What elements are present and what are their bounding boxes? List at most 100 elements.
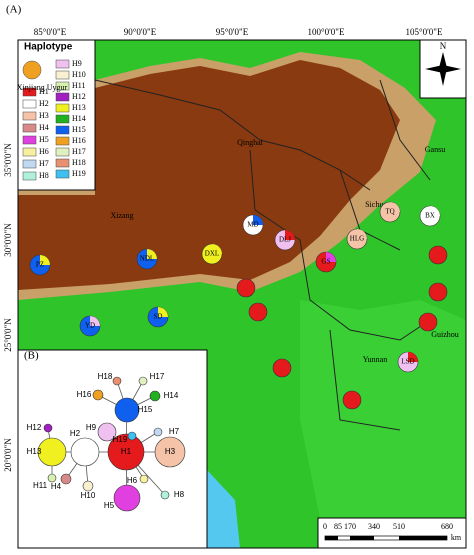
haplotype-node <box>153 427 163 437</box>
legend-label: H19 <box>72 169 86 178</box>
node-label: H14 <box>164 391 179 400</box>
lon-label: 105°0'0"E <box>406 27 443 37</box>
population-label: GS <box>322 258 331 266</box>
legend-swatch <box>55 158 70 168</box>
lat-label: 35°0'0"N <box>3 143 13 177</box>
pie-slice <box>430 206 440 216</box>
legend-swatch <box>55 92 70 102</box>
haplotype-node <box>47 473 57 483</box>
legend-label: H17 <box>72 147 86 156</box>
legend-swatch <box>55 81 70 91</box>
map-frame <box>17 39 467 549</box>
population-label: MD <box>247 221 258 229</box>
region-label: Gansu <box>425 145 445 154</box>
region-label: Yunnan <box>363 355 387 364</box>
haplotype-node <box>43 423 53 433</box>
node-label: H8 <box>174 490 185 499</box>
legend-label: H8 <box>39 171 49 180</box>
pie-slice <box>40 255 50 265</box>
haplotype-node <box>60 473 72 485</box>
legend-label: H6 <box>39 147 49 156</box>
scale-label: 510 <box>393 522 405 531</box>
pie-slice <box>326 252 336 262</box>
node-label: H11 <box>33 481 48 490</box>
pie-slice <box>390 202 400 212</box>
panel-b-label: (B) <box>24 350 39 362</box>
lon-label: 90°0'0"E <box>124 27 157 37</box>
haplotype-node <box>160 490 170 500</box>
pie-slice <box>90 316 100 326</box>
legend-swatch <box>55 103 70 113</box>
haplotype-node <box>154 436 186 468</box>
haplotype-node <box>82 480 94 492</box>
scale-label: 85 <box>334 522 342 531</box>
legend-swatch <box>55 70 70 80</box>
node-label: H4 <box>51 482 62 491</box>
scale-label: 0 <box>323 522 327 531</box>
north-arrow-cross <box>425 65 461 73</box>
legend-swatch <box>22 135 37 145</box>
node-label: H6 <box>127 476 138 485</box>
haplotype-node <box>113 484 141 512</box>
legend-label: H13 <box>72 103 86 112</box>
legend-swatch <box>55 59 70 69</box>
haplotype-node <box>127 431 137 441</box>
population-pie <box>428 282 448 302</box>
population-pie <box>236 278 256 298</box>
legend-label: H15 <box>72 125 86 134</box>
pie-slice <box>357 229 367 239</box>
population-pie <box>342 390 362 410</box>
lat-label: 30°0'0"N <box>3 223 13 257</box>
population-pie <box>248 302 268 322</box>
region-label: Guizhou <box>431 330 459 339</box>
population-label: YD <box>85 322 95 330</box>
legend-label: H14 <box>72 114 86 123</box>
node-label: H5 <box>104 501 115 510</box>
legend-label: H1 <box>39 87 49 96</box>
legend-label: H16 <box>72 136 86 145</box>
legend-label: H7 <box>39 159 49 168</box>
legend-swatch <box>22 159 37 169</box>
lon-label: 100°0'0"E <box>308 27 345 37</box>
region-label: Sichuan <box>365 200 391 209</box>
scale-label: 680 <box>441 522 453 531</box>
population-pie <box>428 245 448 265</box>
legend-swatch <box>22 123 37 133</box>
node-label: H16 <box>77 390 92 399</box>
haplotype-node <box>70 437 100 467</box>
legend-swatch <box>55 125 70 135</box>
legend-swatch <box>55 147 70 157</box>
legend-swatch <box>22 111 37 121</box>
legend-label: H11 <box>72 81 85 90</box>
pie-slice <box>147 249 157 259</box>
legend-label: H18 <box>72 158 86 167</box>
legend-swatch <box>55 169 70 179</box>
legend-swatch <box>55 136 70 146</box>
population-label: NDL <box>140 255 154 263</box>
node-label: H19 <box>113 435 128 444</box>
legend-swatch <box>22 147 37 157</box>
north-label: N <box>440 41 447 51</box>
node-label: H18 <box>98 372 113 381</box>
node-label: H15 <box>138 405 153 414</box>
legend-label: H12 <box>72 92 86 101</box>
legend-pie <box>22 60 42 80</box>
scale-unit: km <box>451 533 462 542</box>
pie-slice <box>408 352 418 362</box>
population-label: DXL <box>205 250 219 258</box>
population-label: HLG <box>350 235 364 243</box>
population-label: PZ <box>36 261 44 269</box>
lat-label: 20°0'0"N <box>3 438 13 472</box>
scale-seg <box>325 536 338 540</box>
legend-title: Haplotype <box>24 42 73 53</box>
node-label: H13 <box>27 447 42 456</box>
node-label: H9 <box>86 423 97 432</box>
node-label: H3 <box>165 447 176 456</box>
legend-swatch <box>22 99 37 109</box>
pie-slice <box>212 244 222 254</box>
population-label: BX <box>425 212 435 220</box>
plateau <box>18 60 400 290</box>
sea <box>207 470 240 548</box>
region-label: Xizang <box>110 211 133 220</box>
legend-swatch <box>22 171 37 181</box>
